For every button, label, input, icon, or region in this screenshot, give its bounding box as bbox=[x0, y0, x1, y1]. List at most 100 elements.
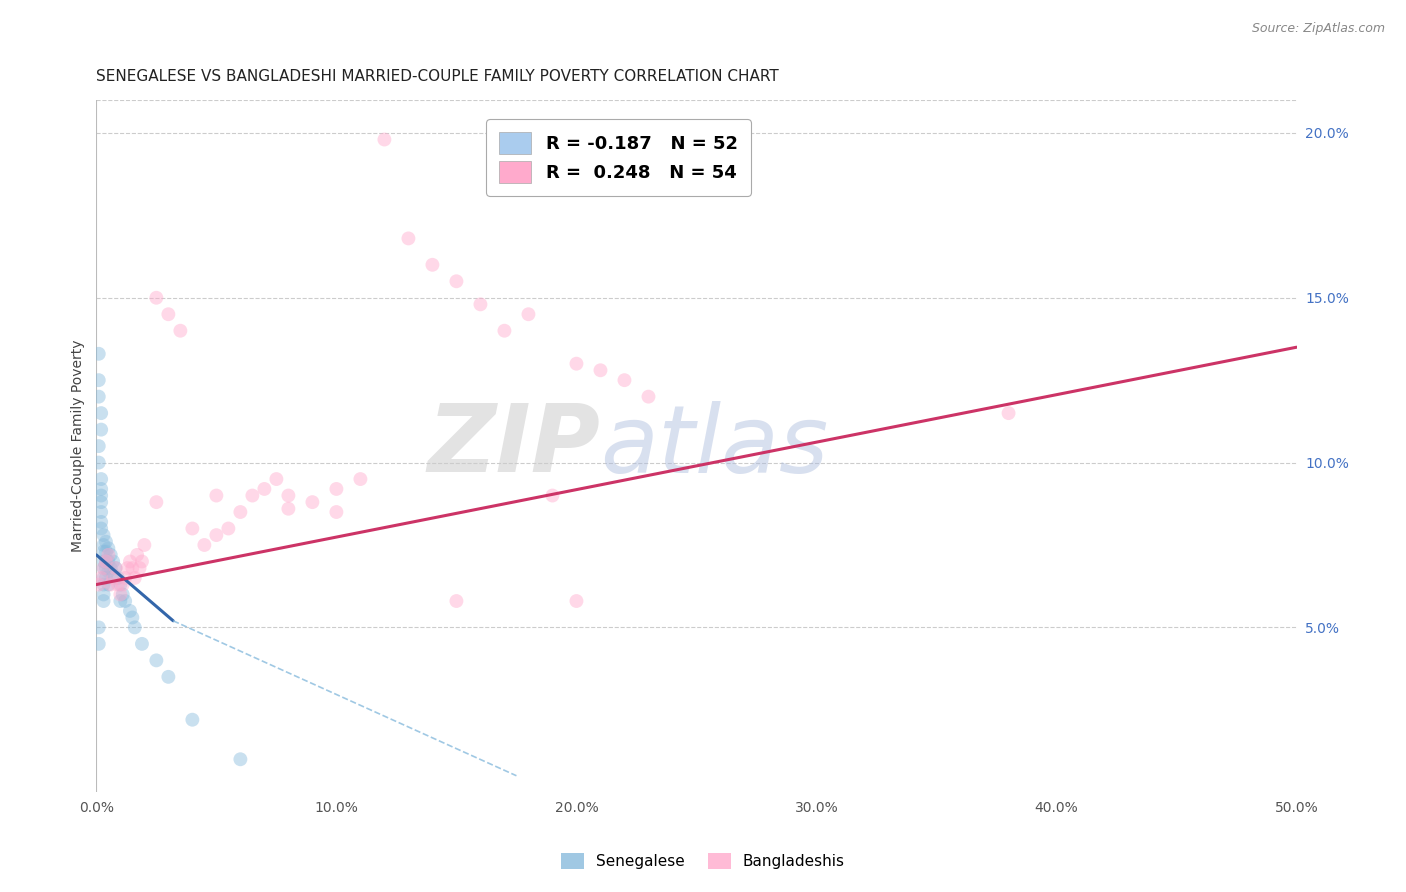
Bangladeshis bbox=[589, 363, 612, 377]
Bangladeshis bbox=[565, 594, 588, 608]
Senegalese bbox=[94, 534, 117, 549]
Bangladeshis bbox=[565, 357, 588, 371]
Bangladeshis bbox=[470, 297, 492, 311]
Bangladeshis bbox=[541, 489, 564, 503]
Senegalese bbox=[93, 554, 115, 568]
Bangladeshis bbox=[100, 577, 122, 591]
Senegalese bbox=[93, 587, 115, 601]
Bangladeshis bbox=[277, 501, 299, 516]
Bangladeshis bbox=[117, 561, 139, 575]
Senegalese bbox=[104, 561, 127, 575]
Bangladeshis bbox=[97, 548, 120, 562]
Senegalese bbox=[93, 528, 115, 542]
Bangladeshis bbox=[124, 571, 146, 585]
Bangladeshis bbox=[121, 561, 143, 575]
Bangladeshis bbox=[422, 258, 444, 272]
Bangladeshis bbox=[110, 587, 132, 601]
Bangladeshis bbox=[134, 538, 156, 552]
Senegalese bbox=[145, 653, 167, 667]
Bangladeshis bbox=[90, 571, 112, 585]
Senegalese bbox=[100, 561, 122, 575]
Bangladeshis bbox=[104, 561, 127, 575]
Bangladeshis bbox=[217, 521, 239, 535]
Bangladeshis bbox=[446, 274, 468, 288]
Bangladeshis bbox=[446, 594, 468, 608]
Bangladeshis bbox=[229, 505, 252, 519]
Bangladeshis bbox=[193, 538, 215, 552]
Senegalese bbox=[121, 610, 143, 624]
Bangladeshis bbox=[637, 390, 659, 404]
Senegalese bbox=[93, 571, 115, 585]
Senegalese bbox=[87, 373, 110, 387]
Senegalese bbox=[97, 541, 120, 556]
Senegalese bbox=[87, 637, 110, 651]
Senegalese bbox=[97, 554, 120, 568]
Senegalese bbox=[90, 423, 112, 437]
Bangladeshis bbox=[396, 231, 419, 245]
Senegalese bbox=[94, 554, 117, 568]
Text: SENEGALESE VS BANGLADESHI MARRIED-COUPLE FAMILY POVERTY CORRELATION CHART: SENEGALESE VS BANGLADESHI MARRIED-COUPLE… bbox=[97, 69, 779, 84]
Bangladeshis bbox=[93, 561, 115, 575]
Senegalese bbox=[114, 594, 136, 608]
Bangladeshis bbox=[613, 373, 636, 387]
Bangladeshis bbox=[253, 482, 276, 496]
Legend: R = -0.187   N = 52, R =  0.248   N = 54: R = -0.187 N = 52, R = 0.248 N = 54 bbox=[486, 120, 751, 196]
Senegalese bbox=[118, 604, 141, 618]
Bangladeshis bbox=[517, 307, 540, 321]
Senegalese bbox=[131, 637, 153, 651]
Text: Source: ZipAtlas.com: Source: ZipAtlas.com bbox=[1251, 22, 1385, 36]
Bangladeshis bbox=[242, 489, 264, 503]
Bangladeshis bbox=[101, 571, 124, 585]
Bangladeshis bbox=[127, 548, 149, 562]
Bangladeshis bbox=[131, 554, 153, 568]
Senegalese bbox=[111, 587, 134, 601]
Senegalese bbox=[90, 406, 112, 420]
Bangladeshis bbox=[111, 577, 134, 591]
Senegalese bbox=[157, 670, 180, 684]
Legend: Senegalese, Bangladeshis: Senegalese, Bangladeshis bbox=[555, 847, 851, 875]
Senegalese bbox=[90, 515, 112, 529]
Senegalese bbox=[124, 620, 146, 634]
Bangladeshis bbox=[325, 482, 347, 496]
Senegalese bbox=[90, 495, 112, 509]
Senegalese bbox=[93, 538, 115, 552]
Senegalese bbox=[93, 561, 115, 575]
Bangladeshis bbox=[494, 324, 516, 338]
Bangladeshis bbox=[373, 132, 395, 146]
Senegalese bbox=[94, 561, 117, 575]
Bangladeshis bbox=[94, 554, 117, 568]
Text: ZIP: ZIP bbox=[427, 401, 600, 492]
Y-axis label: Married-Couple Family Poverty: Married-Couple Family Poverty bbox=[72, 340, 86, 552]
Senegalese bbox=[87, 347, 110, 361]
Bangladeshis bbox=[349, 472, 371, 486]
Senegalese bbox=[93, 544, 115, 558]
Senegalese bbox=[90, 505, 112, 519]
Bangladeshis bbox=[107, 577, 129, 591]
Senegalese bbox=[110, 594, 132, 608]
Senegalese bbox=[181, 713, 204, 727]
Bangladeshis bbox=[145, 495, 167, 509]
Senegalese bbox=[90, 521, 112, 535]
Senegalese bbox=[90, 489, 112, 503]
Senegalese bbox=[229, 752, 252, 766]
Bangladeshis bbox=[266, 472, 288, 486]
Senegalese bbox=[90, 482, 112, 496]
Bangladeshis bbox=[277, 489, 299, 503]
Senegalese bbox=[101, 567, 124, 582]
Bangladeshis bbox=[301, 495, 323, 509]
Bangladeshis bbox=[145, 291, 167, 305]
Senegalese bbox=[87, 620, 110, 634]
Senegalese bbox=[90, 472, 112, 486]
Bangladeshis bbox=[87, 577, 110, 591]
Senegalese bbox=[97, 565, 120, 579]
Senegalese bbox=[87, 390, 110, 404]
Senegalese bbox=[107, 571, 129, 585]
Senegalese bbox=[100, 548, 122, 562]
Senegalese bbox=[87, 439, 110, 453]
Bangladeshis bbox=[118, 554, 141, 568]
Bangladeshis bbox=[205, 489, 228, 503]
Bangladeshis bbox=[114, 571, 136, 585]
Bangladeshis bbox=[169, 324, 191, 338]
Text: atlas: atlas bbox=[600, 401, 828, 491]
Senegalese bbox=[94, 544, 117, 558]
